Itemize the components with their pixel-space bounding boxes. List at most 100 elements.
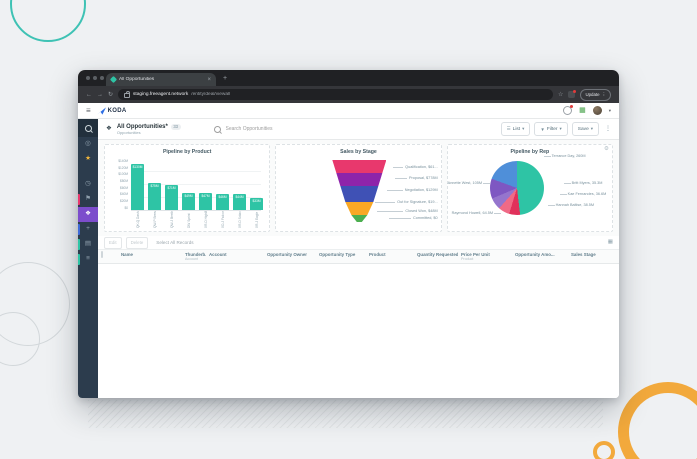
table-header-row: Name Thunderb... Account Account Opportu… <box>98 249 619 264</box>
sidebar-item-lists[interactable]: ≡ <box>78 252 98 267</box>
col-account[interactable]: Account <box>206 249 264 264</box>
gear-icon[interactable]: ⚙ <box>604 146 609 152</box>
funnel-chart-card: Sales by Stage Qualification, $61... Prop… <box>275 144 442 232</box>
save-button[interactable]: Save ▾ <box>571 122 599 136</box>
filter-button[interactable]: ▼ Filter ▾ <box>534 122 568 136</box>
col-quantity-requested[interactable]: Quantity Requested <box>414 249 458 264</box>
col-opportunity-amount[interactable]: Opportunity Amo... <box>512 249 568 264</box>
sidebar-item-create[interactable]: + <box>78 222 98 237</box>
col-sublabel: Account <box>185 257 198 261</box>
x-axis-label-text: XR-D HighBeam <box>203 211 208 228</box>
lists-icon: ≡ <box>86 255 90 263</box>
funnel-label-text: Qualification, $61... <box>405 165 438 169</box>
col-opportunity-type[interactable]: Opportunity Type <box>316 249 366 264</box>
browser-window: All Opportunities × + ← → ↻ staging.free… <box>78 70 619 398</box>
save-button-label: Save <box>577 126 589 132</box>
tab-close-icon[interactable]: × <box>207 76 211 83</box>
forward-icon[interactable]: → <box>97 91 103 98</box>
y-axis-tick: $60M <box>120 185 128 190</box>
sidebar: ◎ ★ ◷ ⚑ ❖ + ▤ ≡ <box>78 119 98 398</box>
kebab-menu-icon[interactable]: ⋮ <box>605 126 611 132</box>
funnel-segment <box>336 173 383 186</box>
funnel-label: Qualification, $61... <box>393 165 438 169</box>
reload-icon[interactable]: ↻ <box>108 91 114 98</box>
browser-tab[interactable]: All Opportunities × <box>106 73 216 86</box>
funnel-label-text: Proposal, $778M <box>408 176 438 180</box>
funnel-label: Closed Won, $48M <box>377 209 438 213</box>
header-checkbox[interactable] <box>101 251 103 258</box>
delete-button[interactable]: Delete <box>125 236 149 249</box>
search-icon <box>84 124 92 132</box>
y-axis-tick: $100M <box>118 172 128 177</box>
bar-chart-plot: $130M $75M $71M $49M $47M $46M $44M $33M <box>131 160 263 211</box>
funnel-label: Committed, $0 <box>388 216 438 220</box>
sidebar-item-flags[interactable]: ⚑ <box>78 192 98 207</box>
extension-icon[interactable] <box>568 90 577 98</box>
bar-chart-yaxis: $140M $120M $100M $80M $60M $40M $20M $0 <box>109 159 128 210</box>
sidebar-item-explore[interactable]: ◎ <box>78 137 98 152</box>
col-thunderbird[interactable]: Thunderb... Account <box>182 249 206 264</box>
recent-icon: ◷ <box>85 180 91 188</box>
page-subtitle: Opportunities <box>116 129 141 135</box>
url-bar[interactable]: staging.freeagent.network /entity/deal/v… <box>118 89 554 100</box>
hamburger-menu-icon[interactable]: ≡ <box>86 105 91 115</box>
y-axis-tick: $80M <box>120 179 128 184</box>
boards-icon: ▤ <box>84 240 92 248</box>
col-label: Thunderb... <box>185 252 206 257</box>
x-axis-label: XR-D HighBeam <box>199 211 212 228</box>
col-sales-stage[interactable]: Sales Stage <box>568 249 619 264</box>
apps-grid-icon[interactable]: ▦ <box>579 107 586 114</box>
sidebar-item-boards[interactable]: ▤ <box>78 237 98 252</box>
col-price-per-unit[interactable]: Price Per Unit Product <box>458 249 512 264</box>
window-minimize-button[interactable] <box>93 76 97 80</box>
main-area: ❖ All Opportunities* 33 Opportunities <box>98 119 619 398</box>
col-product[interactable]: Product <box>366 249 414 264</box>
view-header: ❖ All Opportunities* 33 Opportunities <box>98 119 619 140</box>
bar-value-label: $47M <box>201 194 210 199</box>
bar: $46M <box>216 193 229 210</box>
browser-update-button[interactable]: Update ⋮ <box>580 88 611 101</box>
grid-view-icon[interactable]: ▦ <box>607 238 613 245</box>
bookmark-star-icon[interactable]: ☆ <box>558 91 564 98</box>
search-icon <box>213 125 221 133</box>
back-icon[interactable]: ← <box>86 91 92 98</box>
select-all-link[interactable]: Select All Records <box>156 240 194 245</box>
sidebar-search-button[interactable] <box>78 119 98 137</box>
col-label: Price Per Unit <box>461 252 490 257</box>
search-input[interactable] <box>223 125 348 133</box>
chevron-down-icon[interactable]: ▾ <box>608 107 611 113</box>
sidebar-item-recent[interactable]: ◷ <box>78 177 98 192</box>
col-name[interactable]: Name <box>118 249 182 264</box>
y-axis-tick: $120M <box>118 165 128 170</box>
col-sublabel: Product <box>461 257 474 261</box>
window-controls[interactable] <box>86 76 104 80</box>
records-table: Name Thunderb... Account Account Opportu… <box>98 249 619 264</box>
sidebar-item-favorites[interactable]: ★ <box>78 152 98 167</box>
x-axis-label-text: XR-J Eagle <box>254 211 259 228</box>
funnel-label-text: Committed, $0 <box>412 216 438 220</box>
funnel-segment <box>340 186 379 202</box>
filter-icon: ▼ <box>540 126 545 132</box>
search-box[interactable] <box>213 125 496 133</box>
window-close-button[interactable] <box>86 76 90 80</box>
avatar[interactable] <box>592 106 602 115</box>
list-button[interactable]: ☰ List ▾ <box>500 122 531 136</box>
funnel-label-text: Closed Won, $48M <box>405 209 438 213</box>
sidebar-item-opportunities[interactable]: ❖ <box>78 207 98 222</box>
notification-icon[interactable] <box>563 105 574 115</box>
bar: $47M <box>199 193 212 210</box>
records-section: Edit Delete Select All Records ▦ <box>98 236 619 398</box>
new-tab-button[interactable]: + <box>223 74 228 82</box>
flags-icon: ⚑ <box>85 195 91 203</box>
bar-value-label: $71M <box>167 185 176 190</box>
bar-chart-card: Pipeline by Product $140M $120M $100M $80M $… <box>104 144 271 232</box>
x-axis-label: QW-J Beeline <box>165 211 178 228</box>
funnel-segment <box>332 160 387 173</box>
brand-logo: KODA <box>96 106 127 115</box>
bar: $130M <box>131 163 144 210</box>
pie-shape <box>489 161 544 215</box>
edit-button[interactable]: Edit <box>104 236 122 249</box>
col-opportunity-owner[interactable]: Opportunity Owner <box>264 249 316 264</box>
window-zoom-button[interactable] <box>100 76 104 80</box>
